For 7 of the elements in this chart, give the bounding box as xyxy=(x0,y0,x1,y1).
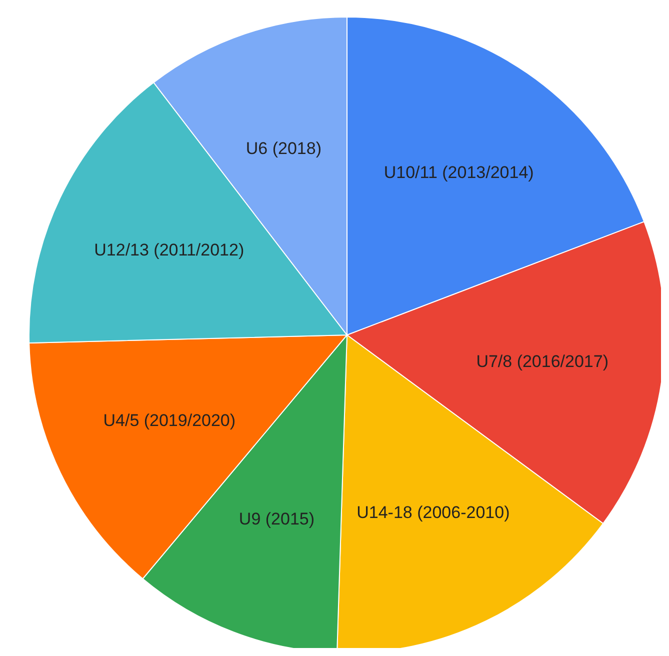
slice-label: U12/13 (2011/2012) xyxy=(94,240,244,260)
slice-label: U7/8 (2016/2017) xyxy=(476,352,609,372)
slice-label: U6 (2018) xyxy=(246,138,322,158)
slice-label: U9 (2015) xyxy=(238,510,315,529)
slice-label: U10/11 (2013/2014) xyxy=(384,163,534,182)
slice-label: U14-18 (2006-2010) xyxy=(356,502,510,522)
slice-label: U4/5 (2019/2020) xyxy=(103,411,236,430)
